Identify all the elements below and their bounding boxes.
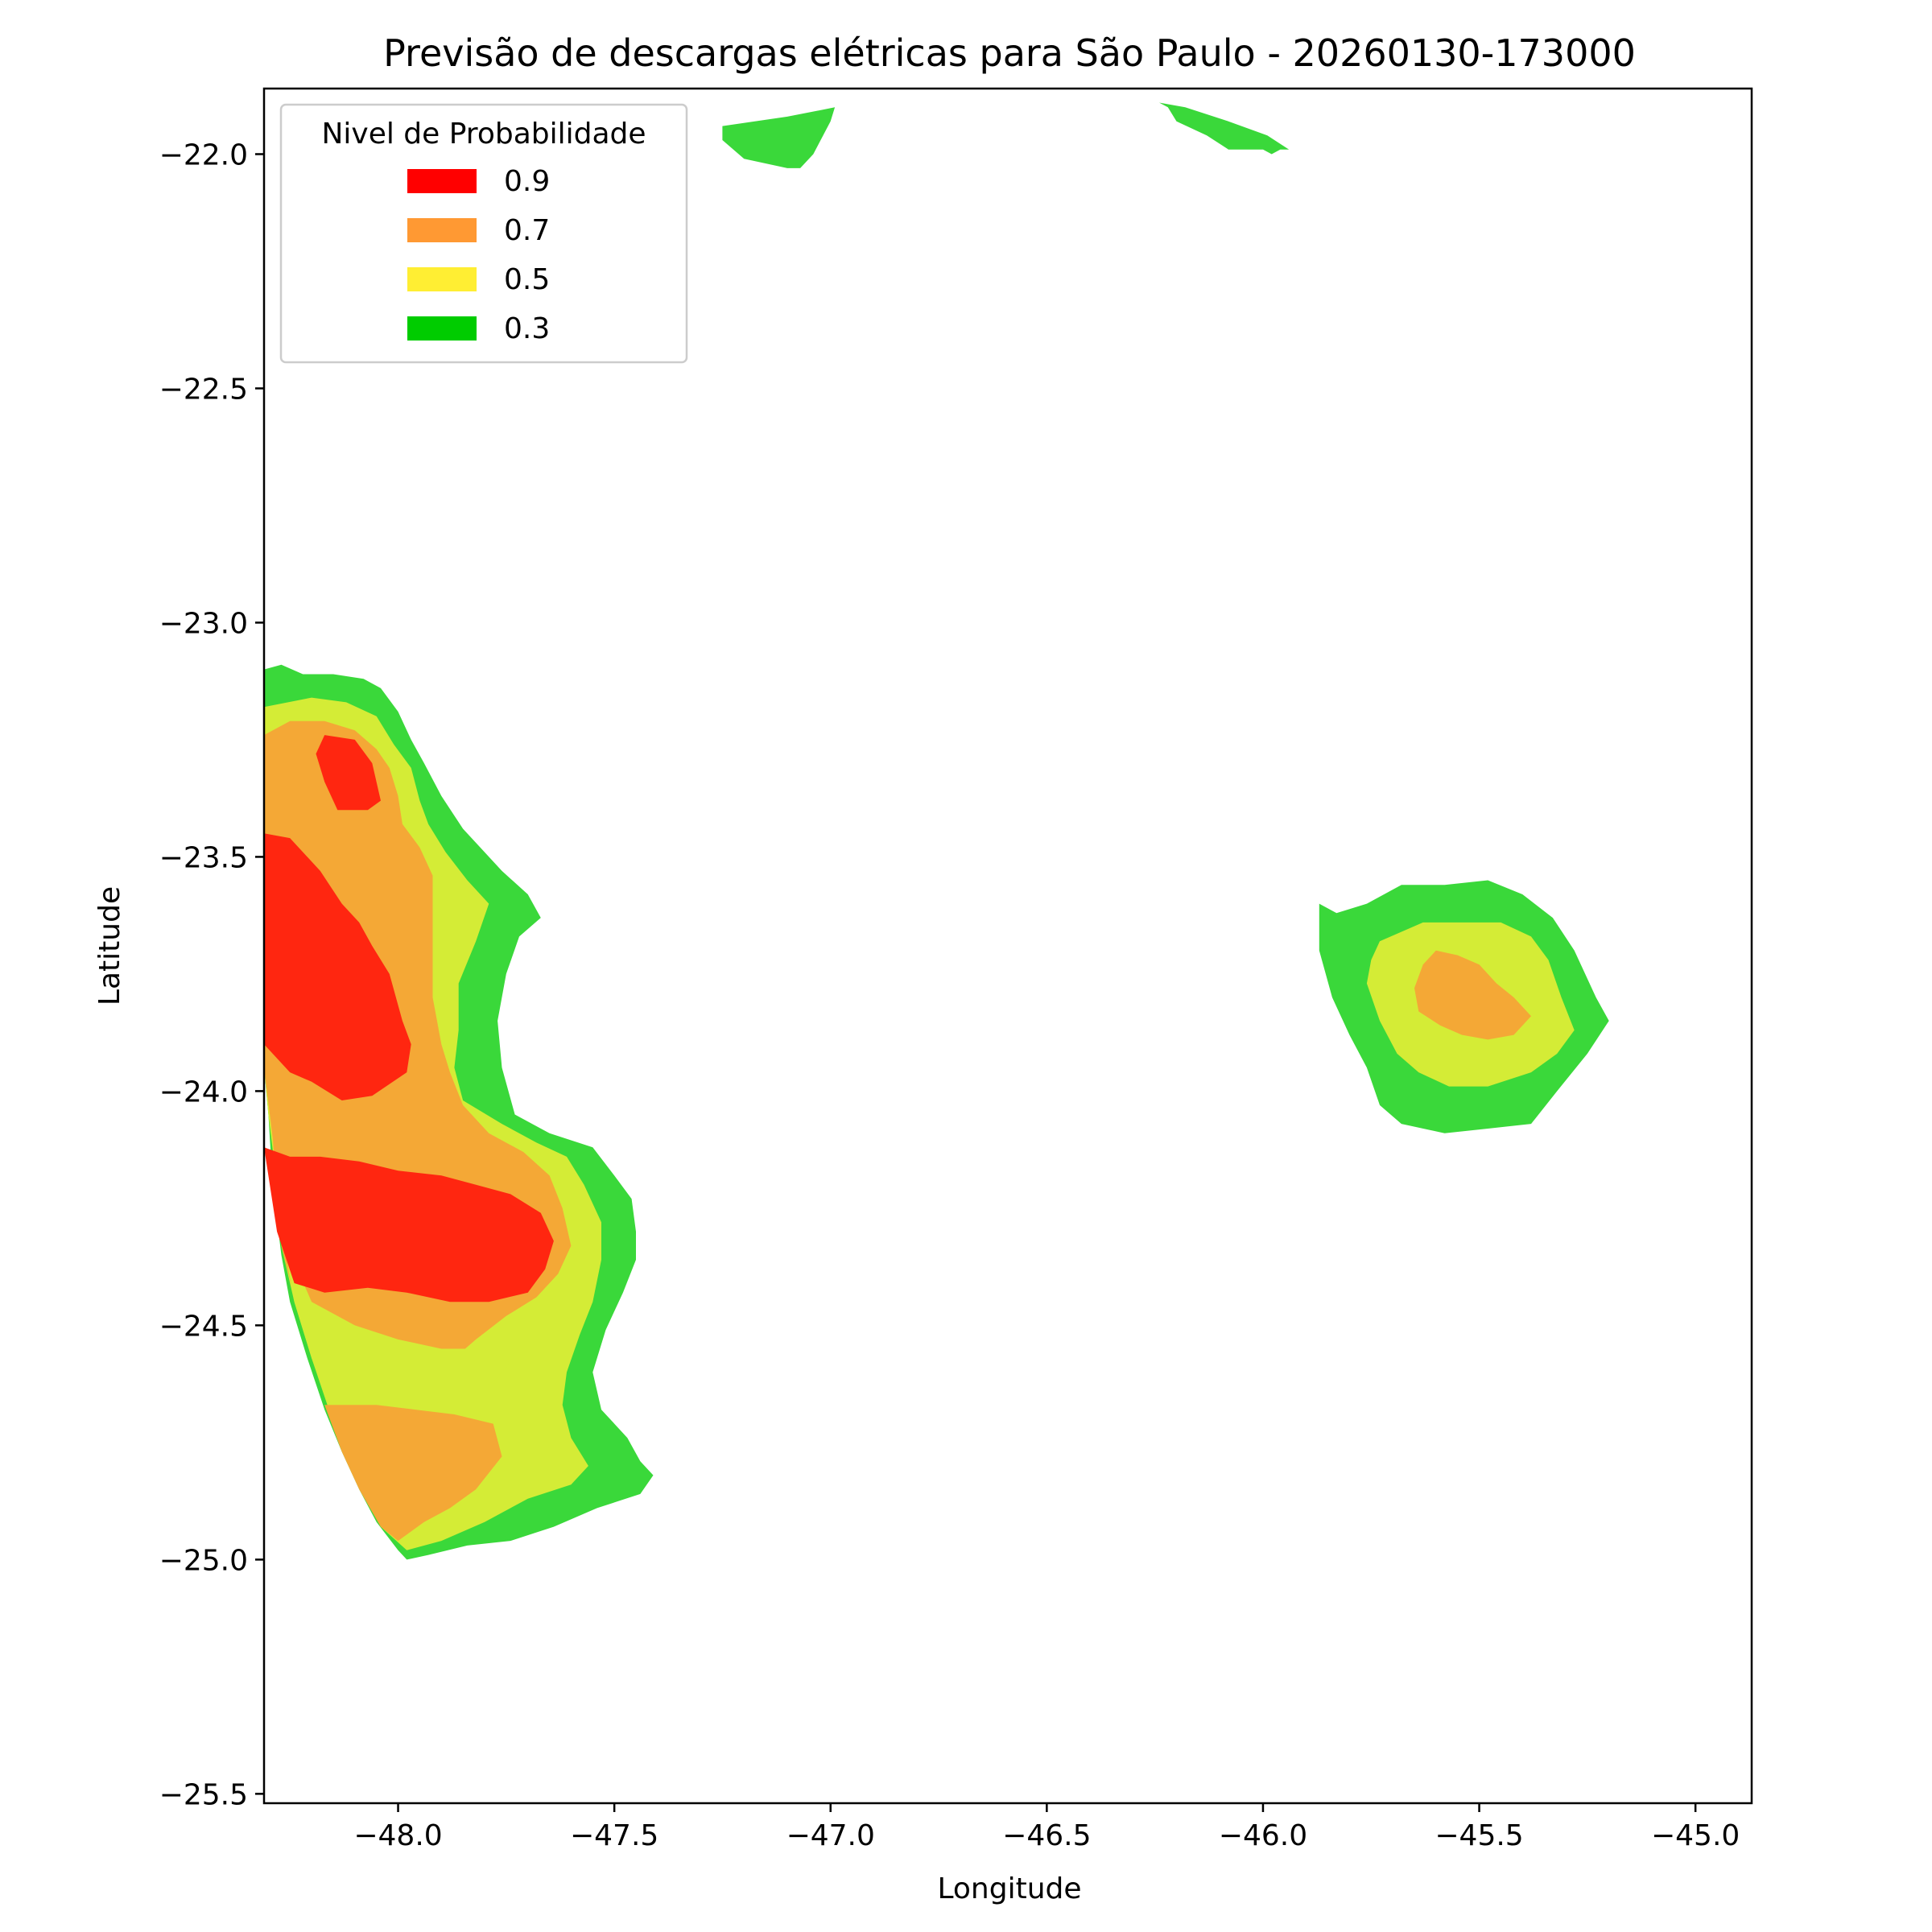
y-tick-label: −22.5 xyxy=(159,373,248,406)
x-tick-label: −48.0 xyxy=(353,1819,442,1852)
y-tick-label: −24.5 xyxy=(159,1310,248,1343)
legend-swatch-03 xyxy=(407,316,477,341)
contour-region-05-5 xyxy=(281,1232,511,1410)
y-axis-label: Latitude xyxy=(93,886,126,1005)
legend-label: 0.7 xyxy=(504,214,550,247)
legend-box xyxy=(279,103,688,364)
y-tick-label: −25.0 xyxy=(159,1544,248,1577)
legend-label: 0.3 xyxy=(504,312,550,345)
contour-region-09-8 xyxy=(264,1147,554,1302)
y-axis: −22.0 −22.5 −23.0 −23.5 −24.0 −24.5 −25.0 −25.5 xyxy=(159,138,264,1811)
x-tick-label: −47.5 xyxy=(570,1819,658,1852)
x-tick-label: −45.0 xyxy=(1651,1819,1740,1852)
legend-swatch-05 xyxy=(407,267,477,291)
x-axis-label: Longitude xyxy=(937,1872,1081,1905)
y-tick-label: −22.0 xyxy=(159,138,248,171)
y-tick-label: −23.5 xyxy=(159,841,248,874)
contour-region-03-0 xyxy=(722,107,836,168)
legend-swatch-09 xyxy=(407,169,477,193)
contour-region-07-6 xyxy=(324,1405,502,1542)
x-tick-label: −47.0 xyxy=(786,1819,875,1852)
chart-title: Previsão de descargas elétricas para São… xyxy=(383,31,1636,75)
legend: Nivel de Probabilidade 0.9 0.7 0.5 0.3 xyxy=(279,103,688,364)
axes-frame xyxy=(262,87,1753,1805)
legend-label: 0.9 xyxy=(504,165,550,198)
legend-title: Nivel de Probabilidade xyxy=(321,118,646,151)
contour-region-03-1 xyxy=(1159,102,1290,155)
y-tick-label: −23.0 xyxy=(159,607,248,640)
x-tick-label: −46.0 xyxy=(1219,1819,1307,1852)
y-tick-label: −25.5 xyxy=(159,1778,248,1811)
y-tick-label: −24.0 xyxy=(159,1075,248,1108)
legend-label: 0.5 xyxy=(504,263,550,296)
contour-region-07-12 xyxy=(1414,950,1531,1040)
x-tick-label: −45.5 xyxy=(1435,1819,1523,1852)
x-tick-label: −46.5 xyxy=(1002,1819,1091,1852)
contour-region-09-9 xyxy=(316,735,381,811)
plot-area xyxy=(264,102,1609,1560)
contour-region-09-7 xyxy=(264,833,411,1100)
legend-swatch-07 xyxy=(407,218,477,242)
x-axis: −48.0 −47.5 −47.0 −46.5 −46.0 −45.5 −45.0 xyxy=(353,1803,1740,1852)
